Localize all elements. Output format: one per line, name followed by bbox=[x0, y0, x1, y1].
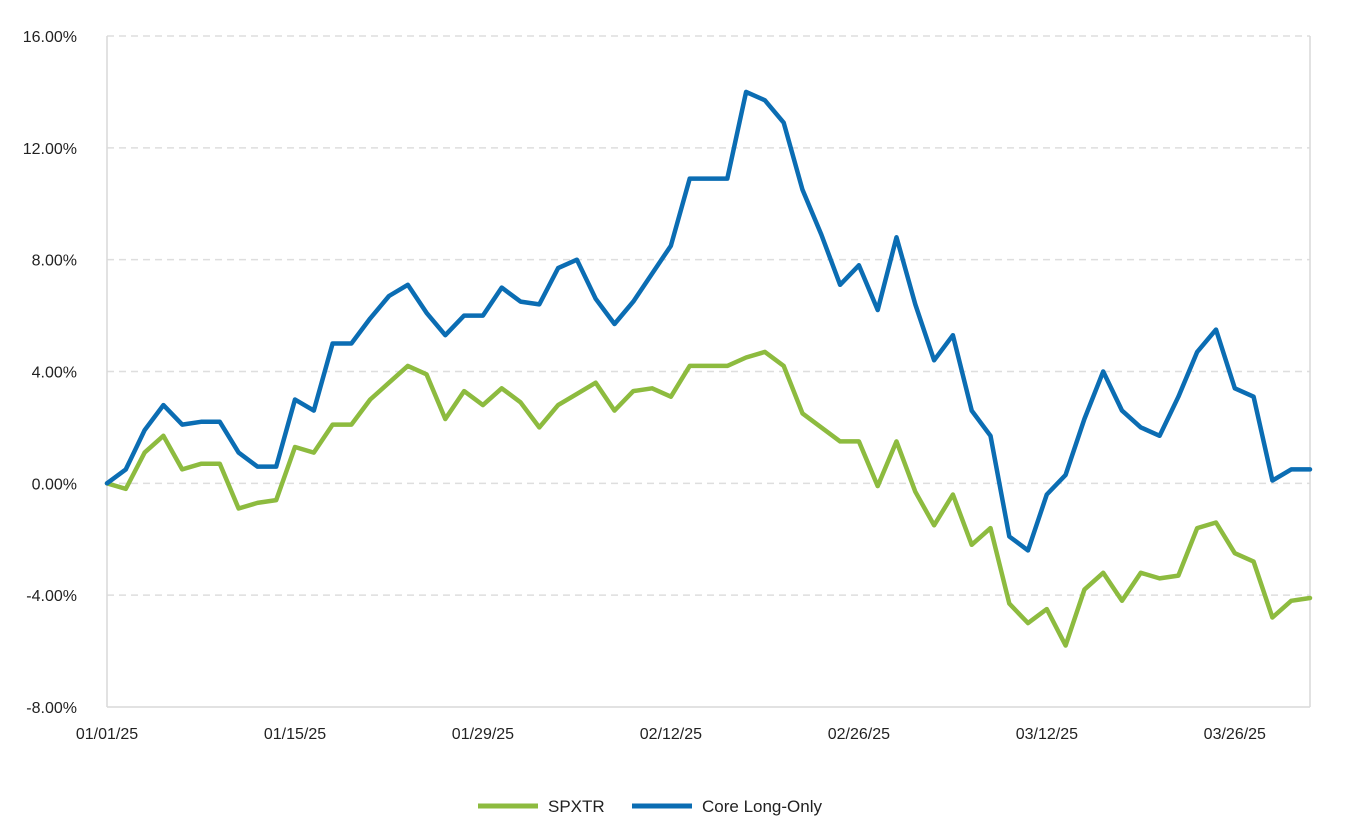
y-tick-label: 0.00% bbox=[32, 476, 77, 493]
y-tick-label: -4.00% bbox=[26, 588, 77, 605]
x-tick-label: 03/12/25 bbox=[1016, 726, 1078, 743]
y-tick-label: 8.00% bbox=[32, 253, 77, 270]
gridlines bbox=[107, 35, 1310, 596]
series-line-core-long-only bbox=[104, 89, 1313, 553]
x-tick-label: 02/26/25 bbox=[828, 726, 890, 743]
x-tick-label: 03/26/25 bbox=[1204, 726, 1266, 743]
x-tick-label: 01/15/25 bbox=[264, 726, 326, 743]
series-lines bbox=[104, 89, 1313, 648]
y-tick-label: 4.00% bbox=[32, 365, 77, 382]
legend-label: Core Long-Only bbox=[702, 797, 823, 816]
x-tick-label: 01/01/25 bbox=[76, 726, 138, 743]
legend-label: SPXTR bbox=[548, 797, 605, 816]
y-tick-label: 16.00% bbox=[23, 29, 77, 46]
x-tick-label: 01/29/25 bbox=[452, 726, 514, 743]
y-tick-label: -8.00% bbox=[26, 700, 77, 717]
y-tick-label: 12.00% bbox=[23, 141, 77, 158]
series-line-spxtr bbox=[104, 349, 1313, 648]
x-tick-label: 02/12/25 bbox=[640, 726, 702, 743]
legend: SPXTR Core Long-Only bbox=[478, 797, 823, 816]
axes bbox=[106, 36, 1311, 708]
tick-labels: -8.00% -4.00% 0.00% 4.00% 8.00% 12.00% 16.00% 0… bbox=[23, 29, 1266, 743]
